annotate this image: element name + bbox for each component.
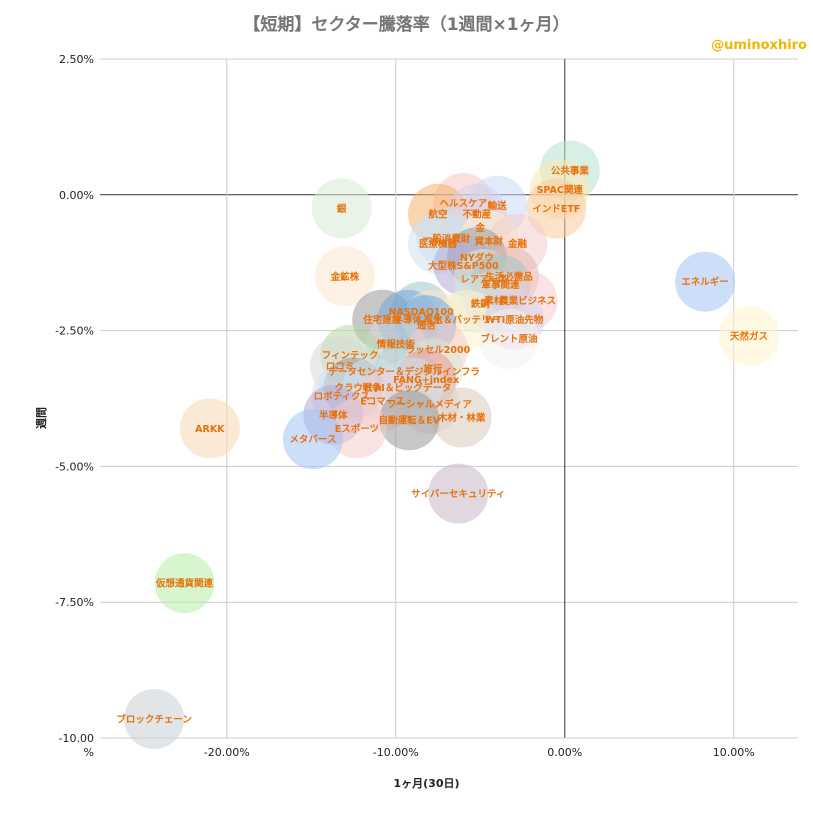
data-bubble	[315, 246, 376, 307]
data-label: Eコマース	[360, 397, 404, 408]
data-label: 一般消費財	[423, 233, 471, 245]
data-label: 素材	[483, 295, 504, 307]
data-label: 天然ガス	[730, 331, 768, 343]
data-label: 住宅建設	[363, 314, 402, 326]
data-label: 公共事業	[551, 165, 590, 177]
data-bubble	[379, 390, 440, 451]
data-label: 不動産	[463, 208, 492, 220]
data-label: 軍事関連	[482, 279, 521, 291]
x-tick-label: 10.00%	[713, 746, 755, 759]
data-label: ARKK	[195, 424, 225, 435]
data-bubble	[179, 398, 240, 459]
data-label: レアアース	[460, 274, 506, 285]
data-bubble	[675, 251, 736, 312]
data-label: 戦争	[363, 382, 383, 394]
data-label: FANG+index	[393, 375, 459, 386]
x-tick-label: 0.00%	[547, 746, 582, 759]
data-label: フィンテック	[322, 351, 379, 362]
data-label: 木材・林業	[437, 412, 486, 424]
data-label: 再生	[423, 314, 443, 326]
y-tick-label: -7.50%	[55, 596, 94, 609]
data-bubble	[154, 553, 215, 614]
data-bubble	[478, 308, 539, 369]
data-label: インドETF	[532, 204, 580, 215]
data-label: データセンター＆デジタルインフラ	[328, 366, 480, 378]
data-bubble	[124, 688, 185, 749]
data-label: 航空	[429, 208, 449, 220]
data-label: ロボティクス	[314, 390, 370, 402]
data-label: サイバーセキュリティ	[411, 488, 505, 500]
y-tick-label-unit: %	[84, 746, 94, 759]
data-bubble	[311, 178, 372, 239]
data-label: 農業ビジネス	[499, 295, 556, 307]
data-label: エネルギー	[681, 276, 729, 288]
data-label: 輸送	[488, 200, 508, 212]
x-axis-label: 1ヶ月(30日)	[393, 777, 460, 790]
data-label: 旅行	[423, 363, 443, 375]
data-label: 大型株S&P500	[428, 260, 499, 272]
data-label: 銀	[337, 203, 347, 215]
data-bubble	[428, 463, 489, 524]
data-label: 生活必需品	[485, 271, 533, 283]
data-label: ブレント原油	[480, 333, 537, 345]
data-label: WTI原油先物	[485, 314, 544, 326]
data-label: 医療機器	[419, 238, 458, 250]
data-label: 水＆バッテリー	[433, 314, 500, 326]
data-label: ラッセル2000	[406, 345, 471, 356]
x-tick-label: -10.00%	[373, 746, 419, 759]
data-label: 情報技術	[376, 339, 416, 351]
data-label: メタバース	[289, 434, 336, 446]
y-tick-label: 0.00%	[59, 189, 94, 202]
data-bubble	[431, 387, 492, 448]
y-tick-label: 2.50%	[59, 53, 94, 66]
y-tick-label: -5.00%	[55, 460, 94, 473]
data-label: 半導体	[393, 314, 422, 326]
data-label: クラウド	[335, 383, 373, 394]
data-bubble	[282, 409, 343, 470]
data-label: 金融	[507, 238, 528, 250]
watermark: @uminoxhiro	[711, 38, 807, 53]
data-label: 仮想通貨関連	[155, 578, 214, 590]
data-label: 金鉱株	[330, 271, 360, 283]
data-label: 資本財	[474, 235, 503, 247]
data-bubble	[526, 178, 587, 239]
data-label: 自動運転＆EV	[379, 415, 441, 427]
data-label: ブロックチェーン	[116, 713, 192, 725]
data-label: SPAC関連	[537, 184, 584, 196]
data-label: NASDAQ100	[388, 307, 454, 318]
data-label: 金	[475, 222, 486, 234]
data-label: Eスポーツ	[335, 423, 379, 435]
data-label: NYダウ	[460, 252, 494, 264]
data-label: ソーシャルメディア	[387, 398, 472, 410]
data-label: AI＆ビッグデータ	[374, 382, 451, 394]
data-label: ロコミ	[326, 361, 355, 372]
chart-title: 【短期】セクター騰落率（1週間×1ヶ月）	[243, 15, 570, 35]
data-bubble	[718, 306, 779, 367]
data-label: 鉄鋼	[471, 298, 491, 310]
y-tick-label: -2.50%	[55, 325, 94, 338]
data-label: 半導体	[319, 409, 348, 421]
data-label: ヘルスケア	[440, 198, 488, 209]
data-label: 通信	[417, 320, 437, 332]
y-tick-label: -10.00	[59, 732, 94, 745]
x-tick-label: -20.00%	[204, 746, 250, 759]
